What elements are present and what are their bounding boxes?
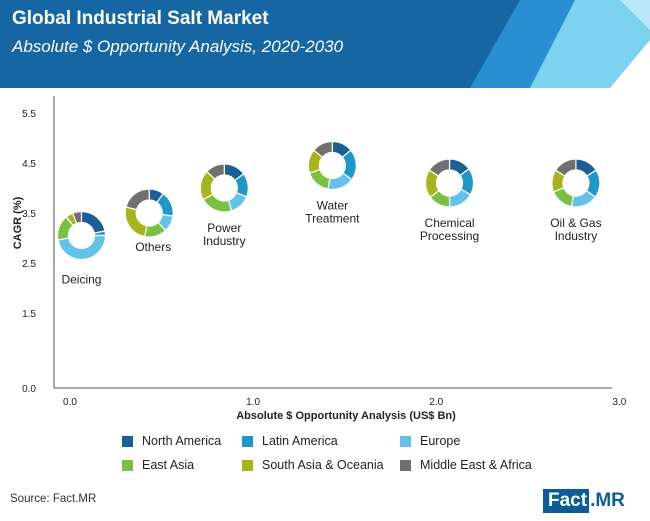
point-label: Water bbox=[317, 199, 349, 213]
legend-swatch bbox=[122, 435, 133, 447]
logo-dot-text: . bbox=[590, 490, 596, 511]
x-tick-label: 1.0 bbox=[246, 397, 260, 408]
donut-segment-middle-east-africa bbox=[554, 158, 577, 177]
point-label: Others bbox=[135, 240, 171, 254]
donut-segment-middle-east-africa bbox=[125, 188, 150, 211]
x-tick-label: 3.0 bbox=[612, 397, 626, 408]
y-tick-label: 4.5 bbox=[22, 159, 36, 170]
legend-swatch bbox=[122, 459, 133, 471]
y-tick-label: 5.5 bbox=[22, 109, 36, 120]
y-axis-title: CAGR (%) bbox=[12, 196, 24, 249]
source-note: Source: Fact.MR bbox=[10, 493, 97, 505]
legend-label: Middle East & Africa bbox=[420, 458, 532, 472]
y-tick-label: 1.5 bbox=[22, 309, 36, 320]
y-tick-label: 0.0 bbox=[22, 384, 36, 395]
donut-segment-north-america bbox=[80, 210, 106, 234]
y-tick-label: 2.5 bbox=[22, 259, 36, 270]
y-tick-label: 3.5 bbox=[22, 209, 36, 220]
x-tick-label: 2.0 bbox=[429, 397, 443, 408]
point-label: Deicing bbox=[61, 273, 101, 287]
legend-label: South Asia & Oceania bbox=[262, 458, 384, 472]
chart-subtitle: Absolute $ Opportunity Analysis, 2020-20… bbox=[12, 37, 344, 56]
legend-swatch bbox=[242, 459, 253, 471]
donut-segment-middle-east-africa bbox=[313, 140, 333, 159]
chart-legend: North America Latin America Europe East Asi… bbox=[0, 428, 650, 488]
point-label: Chemical bbox=[425, 216, 475, 230]
legend-label: Europe bbox=[420, 434, 461, 448]
legend-label: East Asia bbox=[142, 458, 195, 472]
donut-segment-europe bbox=[57, 234, 107, 261]
point-label: Power bbox=[207, 221, 241, 235]
legend-item-south-asia-oceania: South Asia & Oceania bbox=[242, 458, 384, 472]
chart-marks: DeicingOthersPowerIndustryWaterTreatment… bbox=[56, 140, 602, 287]
factmr-logo: Fact. MR bbox=[543, 489, 625, 513]
legend-item-east-asia: East Asia bbox=[122, 458, 194, 472]
legend-item-europe: Europe bbox=[400, 434, 460, 448]
chart-title: Global Industrial Salt Market bbox=[12, 8, 269, 29]
point-label: Treatment bbox=[305, 212, 360, 226]
legend-swatch bbox=[400, 459, 411, 471]
point-label: Industry bbox=[555, 229, 598, 243]
x-axis-title: Absolute $ Opportunity Analysis (US$ Bn) bbox=[236, 410, 456, 422]
legend-item-latin-america: Latin America bbox=[242, 434, 338, 448]
header-banner: Global Industrial Salt Market Absolute $… bbox=[0, 0, 650, 88]
logo-fact-text: Fact bbox=[543, 489, 590, 513]
donut-scatter-chart: 0.0 1.5 2.5 3.5 4.5 5.5 0.0 1.0 2.0 3.0 Absolute $… bbox=[12, 96, 627, 422]
logo-mr-text: MR bbox=[595, 490, 625, 511]
donut-segment-middle-east-africa bbox=[71, 210, 83, 225]
legend-label: Latin America bbox=[262, 434, 338, 448]
legend-label: North America bbox=[142, 434, 222, 448]
legend-item-north-america: North America bbox=[122, 434, 221, 448]
point-label: Oil & Gas bbox=[550, 216, 601, 230]
donut-others: Others bbox=[124, 188, 174, 254]
donut-segment-middle-east-africa bbox=[205, 163, 225, 180]
legend-swatch bbox=[400, 435, 411, 447]
point-label: Processing bbox=[420, 229, 479, 243]
legend-swatch bbox=[242, 435, 253, 447]
donut-deicing: Deicing bbox=[56, 210, 107, 287]
chart-axes: 0.0 1.5 2.5 3.5 4.5 5.5 0.0 1.0 2.0 3.0 Absolute $… bbox=[12, 96, 627, 422]
donut-segment-middle-east-africa bbox=[428, 158, 451, 177]
x-tick-label: 0.0 bbox=[63, 397, 77, 408]
point-label: Industry bbox=[203, 234, 246, 248]
header-background bbox=[0, 0, 650, 88]
donut-segment-south-asia-oceania bbox=[124, 206, 148, 238]
legend-item-middle-east-africa: Middle East & Africa bbox=[400, 458, 532, 472]
